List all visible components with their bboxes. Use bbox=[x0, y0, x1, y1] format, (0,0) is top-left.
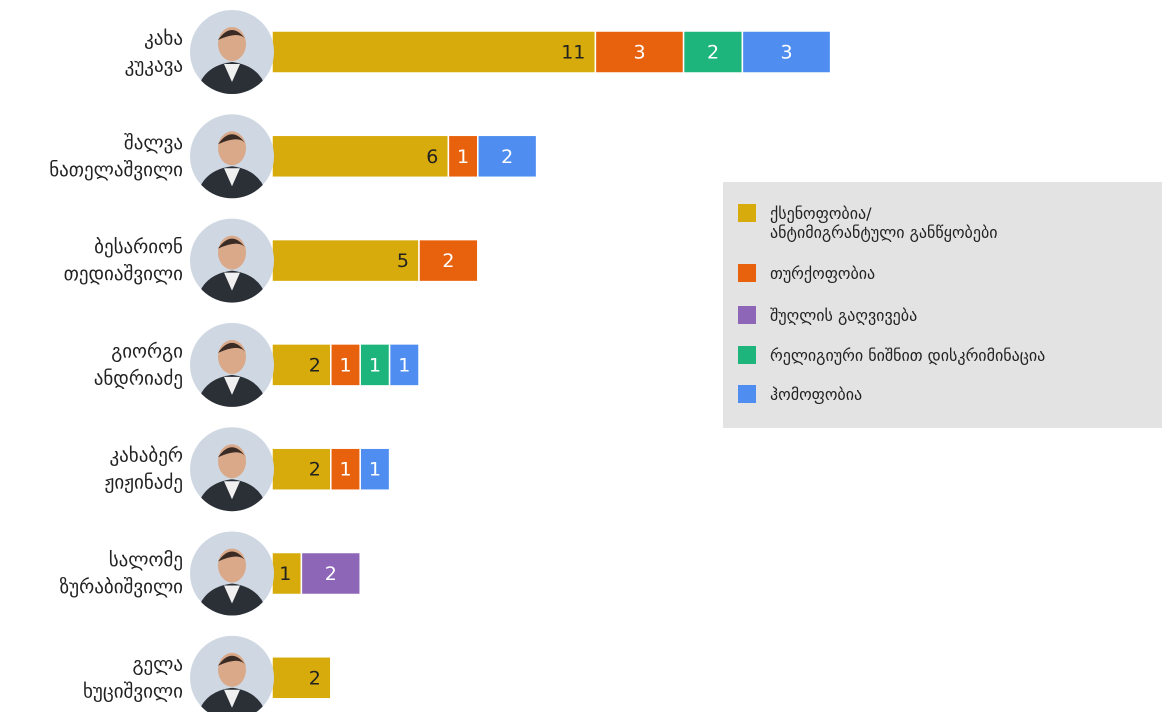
photo bbox=[190, 219, 274, 306]
legend-label: რელიგიური ნიშნით დისკრიმინაცია bbox=[770, 346, 1045, 365]
value-label: 3 bbox=[780, 42, 792, 64]
photo bbox=[190, 323, 274, 410]
category-label: ზურაბიშვილი bbox=[60, 576, 183, 598]
legend-label: შუღლის გაღვივება bbox=[770, 306, 917, 325]
value-label: 2 bbox=[325, 563, 337, 585]
value-label: 3 bbox=[633, 42, 645, 64]
legend-label: თურქოფობია bbox=[770, 264, 875, 283]
value-label: 2 bbox=[309, 667, 321, 689]
legend-swatch bbox=[738, 306, 756, 324]
value-label: 2 bbox=[309, 459, 321, 481]
value-label: 1 bbox=[369, 459, 381, 481]
category-label: კუკავა bbox=[125, 55, 183, 77]
category-label: შალვა bbox=[124, 132, 183, 154]
value-label: 2 bbox=[309, 354, 321, 376]
value-label: 1 bbox=[339, 459, 351, 481]
legend-item: რელიგიური ნიშნით დისკრიმინაცია bbox=[738, 346, 1045, 365]
legend-swatch bbox=[738, 385, 756, 403]
photo bbox=[190, 532, 274, 619]
value-label: 2 bbox=[707, 42, 719, 64]
photo bbox=[190, 636, 274, 712]
category-label: ბესარიონ bbox=[94, 236, 183, 258]
bar-segment bbox=[272, 31, 595, 73]
legend-swatch bbox=[738, 204, 756, 222]
bar-segment bbox=[272, 448, 331, 490]
value-label: 1 bbox=[369, 354, 381, 376]
value-label: 1 bbox=[339, 354, 351, 376]
value-label: 2 bbox=[442, 250, 454, 272]
legend: ქსენოფობია/ ანტიმიგრანტული განწყობები თურ… bbox=[723, 182, 1162, 428]
category-label: ანდრიაძე bbox=[94, 367, 183, 389]
legend-item: ჰომოფობია bbox=[738, 385, 862, 404]
category-label: ხუციშვილი bbox=[83, 680, 183, 702]
legend-item: შუღლის გაღვივება bbox=[738, 306, 917, 325]
value-label: 1 bbox=[398, 354, 410, 376]
bar-segment bbox=[272, 657, 331, 699]
category-label: სალომე bbox=[109, 549, 183, 571]
category-label: ჟიჟინაძე bbox=[105, 472, 184, 494]
value-label: 2 bbox=[501, 146, 513, 168]
legend-swatch bbox=[738, 264, 756, 282]
legend-label: ქსენოფობია/ ანტიმიგრანტული განწყობები bbox=[770, 204, 998, 242]
value-label: 1 bbox=[457, 146, 469, 168]
photo bbox=[190, 10, 274, 97]
value-label: 5 bbox=[397, 250, 409, 272]
category-label: თედიაშვილი bbox=[64, 263, 183, 285]
category-label: ნათელაშვილი bbox=[49, 159, 183, 181]
category-label: კახა bbox=[144, 28, 183, 50]
page: {"chart_data": {"type": "stacked-bar-hor… bbox=[0, 0, 1162, 712]
photo bbox=[190, 114, 274, 201]
value-label: 1 bbox=[279, 563, 291, 585]
category-label: გიორგი bbox=[111, 340, 183, 362]
legend-item: ქსენოფობია/ ანტიმიგრანტული განწყობები bbox=[738, 204, 998, 242]
photo bbox=[190, 427, 274, 514]
bar-segment bbox=[272, 344, 331, 386]
value-label: 6 bbox=[426, 146, 438, 168]
category-label: კახაბერ bbox=[109, 445, 183, 467]
legend-item: თურქოფობია bbox=[738, 264, 875, 283]
bar-segment bbox=[272, 135, 448, 177]
value-label: 11 bbox=[561, 42, 585, 64]
legend-swatch bbox=[738, 346, 756, 364]
category-label: გელა bbox=[132, 653, 183, 675]
legend-label: ჰომოფობია bbox=[770, 385, 862, 404]
